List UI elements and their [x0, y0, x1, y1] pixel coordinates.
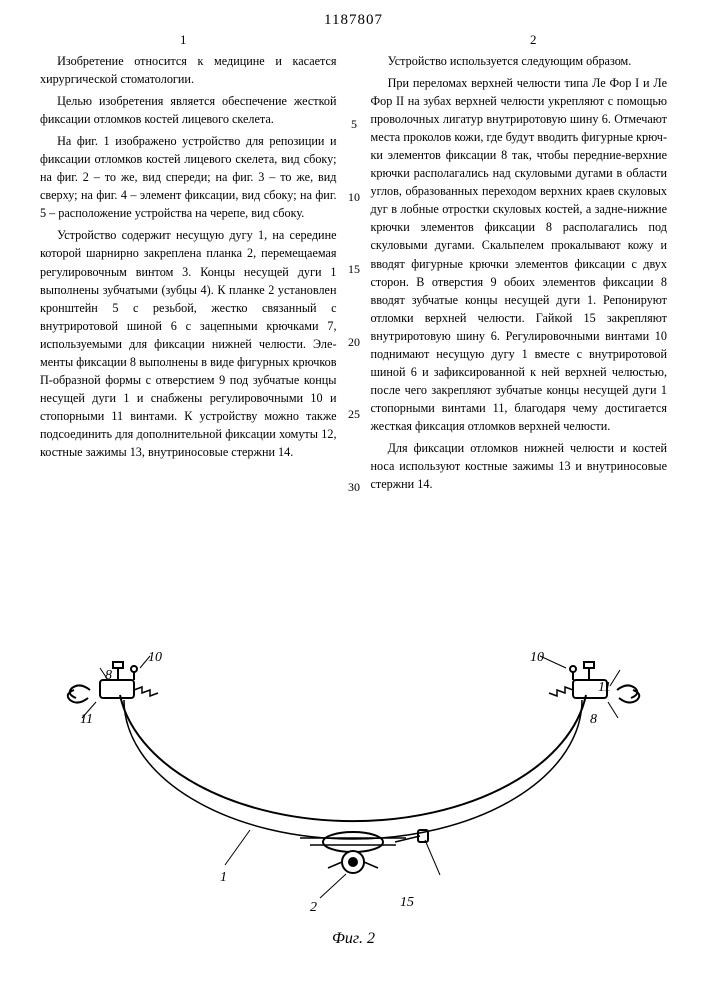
figure-label: 11	[80, 712, 93, 728]
paragraph: Для фиксации отломков нижней че­люсти и …	[371, 439, 668, 493]
text-columns: Изобретение относится к медици­не и каса…	[40, 52, 667, 497]
figure-label: 8	[105, 668, 112, 684]
paragraph: Устройство содержит несущую ду­гу 1, на …	[40, 226, 337, 461]
paragraph: На фиг. 1 изображено устройство для репо…	[40, 132, 337, 222]
document-number: 1187807	[324, 12, 383, 29]
figure-label: 10	[148, 650, 162, 666]
figure-caption: Фиг. 2	[332, 930, 375, 948]
left-column: Изобретение относится к медици­не и каса…	[40, 52, 337, 497]
paragraph: Изобретение относится к медици­не и каса…	[40, 52, 337, 88]
column-number-left: 1	[180, 32, 187, 48]
right-column: Устройство используется следующим образо…	[371, 52, 668, 497]
figure-label: 10	[530, 650, 544, 666]
figure-label: 1	[220, 870, 227, 886]
figure-label: 8	[590, 712, 597, 728]
paragraph: Целью изобретения является обес­печение …	[40, 92, 337, 128]
figure-label: 11	[598, 680, 611, 696]
figure-label: 2	[310, 900, 317, 916]
paragraph: Устройство используется следующим образо…	[371, 52, 668, 70]
paragraph: При переломах верхней челюсти ти­па Ле Ф…	[371, 74, 668, 435]
figure-label: 15	[400, 895, 414, 911]
column-number-right: 2	[530, 32, 537, 48]
